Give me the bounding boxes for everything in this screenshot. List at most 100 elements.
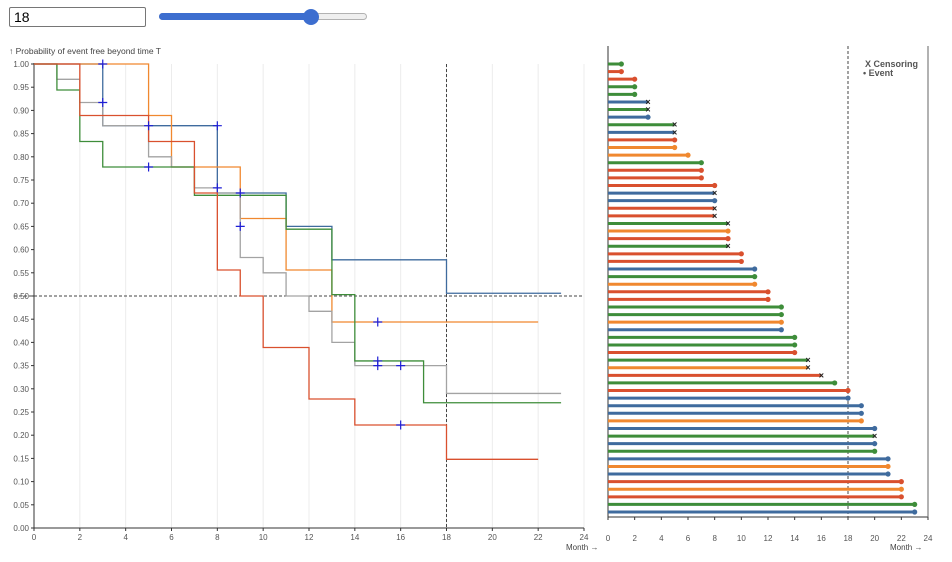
km-line-green	[34, 63, 562, 404]
swimmer-censor-mark: ×	[872, 431, 877, 441]
swimmer-event-dot	[725, 228, 731, 234]
swimmer-event-dot	[792, 342, 798, 348]
swimmer-x-tick-label: 14	[790, 534, 799, 543]
km-x-tick-label: 14	[350, 533, 359, 542]
swimmer-event-dot	[832, 380, 838, 386]
swimmer-event-dot	[778, 327, 784, 333]
swimmer-censor-mark: ×	[725, 218, 730, 228]
swimmer-event-dot	[885, 463, 891, 470]
km-censor-mark	[396, 420, 406, 430]
swimmer-event-dot	[685, 152, 691, 158]
km-censor-mark	[144, 121, 154, 131]
km-axes: 0.00 0.05 0.10 0.15 0.20 0.25 0.30 0.35 0.40 0.45…	[13, 60, 589, 542]
swimmer-event-dot	[738, 258, 744, 265]
legend-event: • Event	[863, 68, 893, 78]
legend-censoring: X Censoring	[865, 59, 918, 69]
swimmer-event-dot	[898, 486, 904, 492]
swimmer-event-dot	[845, 395, 851, 401]
km-x-tick-label: 20	[488, 533, 497, 542]
km-censor-mark	[396, 361, 406, 371]
km-y-tick-label: 0.05	[13, 501, 29, 510]
swimmer-censor-mark: ×	[805, 363, 810, 373]
km-y-tick-label: 0.75	[13, 176, 29, 185]
km-line-red	[34, 63, 539, 460]
km-x-tick-label: 2	[78, 533, 83, 542]
swimmer-axes: 0 2 4 6 8 10 12 14 16 18 20 22 24	[606, 46, 933, 543]
swimmer-event-dot	[912, 501, 918, 508]
km-y-tick-label: 0.30	[13, 385, 29, 394]
swimmer-event-dot	[792, 334, 798, 340]
swimmer-event-dot	[645, 114, 651, 120]
km-y-tick-label: 1.00	[13, 60, 29, 69]
km-y-tick-label: 0.80	[13, 153, 29, 162]
km-censor-mark	[235, 188, 245, 198]
km-y-tick-label: 0.20	[13, 431, 29, 440]
swimmer-censor-mark: ×	[819, 370, 824, 380]
km-x-tick-label: 24	[580, 533, 589, 542]
km-y-tick-label: 0.60	[13, 246, 29, 255]
swimmer-event-dot	[698, 175, 704, 181]
swimmer-event-dot	[898, 494, 904, 500]
swimmer-event-dot	[778, 311, 784, 318]
km-x-tick-label: 22	[534, 533, 543, 542]
swimmer-censor-mark: ×	[672, 120, 677, 130]
swimmer-event-dot	[872, 425, 878, 432]
slider-fill	[159, 13, 315, 20]
swimmer-event-dot	[618, 61, 624, 67]
km-y-tick-label: 0.15	[13, 454, 29, 463]
km-y-tick-label: 0.70	[13, 199, 29, 208]
km-x-tick-label: 0	[32, 533, 37, 542]
km-x-tick-label: 4	[123, 533, 128, 542]
swimmer-event-dot	[618, 68, 624, 75]
swimmer-event-dot	[698, 167, 704, 173]
swimmer-censor-mark: ×	[712, 211, 717, 221]
swimmer-x-tick-label: 20	[870, 534, 879, 543]
km-censor-mark	[235, 221, 245, 231]
swimmer-event-dot	[885, 471, 891, 477]
swimmer-censor-mark: ×	[805, 355, 810, 365]
swimmer-x-tick-label: 10	[737, 534, 746, 543]
swimmer-x-axis-label: Month →	[890, 543, 922, 552]
km-y-tick-label: 0.10	[13, 478, 29, 487]
swimmer-censor-mark: ×	[712, 203, 717, 213]
swimmer-x-tick-label: 4	[659, 534, 664, 543]
swimmer-event-dot	[778, 304, 784, 310]
km-censor-mark	[212, 183, 222, 193]
swimmer-event-dot	[712, 198, 718, 204]
km-y-tick-label: 0.55	[13, 269, 29, 278]
km-y-tick-label: 0.40	[13, 338, 29, 347]
swimmer-event-dot	[698, 160, 704, 166]
swimmer-x-tick-label: 6	[686, 534, 691, 543]
km-x-tick-label: 12	[305, 533, 314, 542]
km-censor-mark	[98, 98, 108, 108]
month-input[interactable]	[9, 7, 146, 27]
swimmer-x-tick-label: 16	[817, 534, 826, 543]
swimmer-event-dot	[632, 76, 638, 82]
swimmer-event-dot	[765, 289, 771, 295]
swimmer-censor-mark: ×	[645, 97, 650, 107]
swimmer-event-dot	[632, 91, 638, 97]
km-censors	[98, 59, 406, 430]
km-x-tick-label: 8	[215, 533, 220, 542]
slider-thumb[interactable]	[303, 9, 319, 25]
swimmer-event-dot	[872, 448, 878, 454]
swimmer-event-dot	[672, 144, 678, 151]
swimmer-x-tick-label: 12	[764, 534, 773, 543]
month-slider[interactable]	[159, 9, 369, 25]
km-censor-mark	[98, 59, 108, 69]
swimmer-event-dot	[725, 236, 731, 242]
swimmer-event-dot	[765, 296, 771, 302]
swimmer-event-dot	[752, 266, 758, 272]
swimmer-event-dot	[752, 281, 758, 287]
swimmer-event-dot	[712, 182, 718, 189]
swimmer-event-dot	[898, 479, 904, 485]
km-y-tick-label: 0.45	[13, 315, 29, 324]
swimmer-event-dot	[752, 274, 758, 280]
km-x-tick-label: 6	[169, 533, 174, 542]
swimmer-censor-mark: ×	[672, 127, 677, 137]
km-censor-mark	[212, 121, 222, 131]
km-censor-mark	[373, 317, 383, 327]
km-y-tick-label: 0.25	[13, 408, 29, 417]
swimmer-event-dot	[845, 387, 851, 394]
